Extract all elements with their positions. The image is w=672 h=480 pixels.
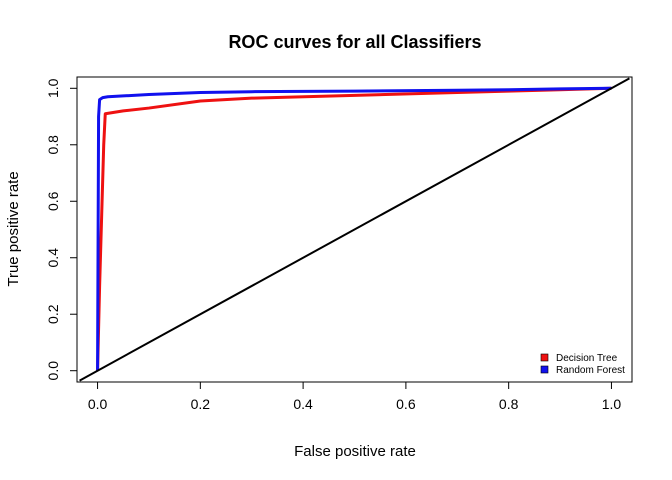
x-tick-label: 1.0	[602, 396, 622, 412]
y-axis-label: True positive rate	[5, 171, 22, 286]
y-tick-label: 1.0	[45, 78, 61, 98]
series-line-random-forest	[96, 86, 612, 371]
legend-label: Random Forest	[556, 365, 625, 376]
series-line-reference-diagonal	[79, 77, 630, 382]
x-tick-label: 0.2	[191, 396, 211, 412]
x-tick-label: 0.8	[499, 396, 519, 412]
plot-frame	[76, 76, 633, 383]
y-tick-label: 0.4	[45, 248, 61, 268]
plot-area: 0.0 0.2 0.4 0.6 0.8 1.0 0.0 0.2 0.4 0.6 0.8 1.0	[45, 76, 633, 412]
y-tick-label: 0.2	[45, 304, 61, 324]
legend-swatch	[540, 353, 549, 362]
legend-swatch	[540, 365, 549, 374]
x-tick-label: 0.4	[293, 396, 313, 412]
series-line-decision-tree	[96, 86, 612, 371]
x-axis-label: False positive rate	[294, 443, 416, 460]
y-tick-label: 0.6	[45, 191, 61, 211]
y-tick-label: 0.8	[45, 135, 61, 155]
y-tick-label: 0.0	[45, 361, 61, 381]
legend-label: Decision Tree	[556, 353, 618, 364]
x-tick-label: 0.0	[88, 396, 108, 412]
x-tick-label: 0.6	[396, 396, 416, 412]
chart-title: ROC curves for all Classifiers	[228, 32, 481, 52]
